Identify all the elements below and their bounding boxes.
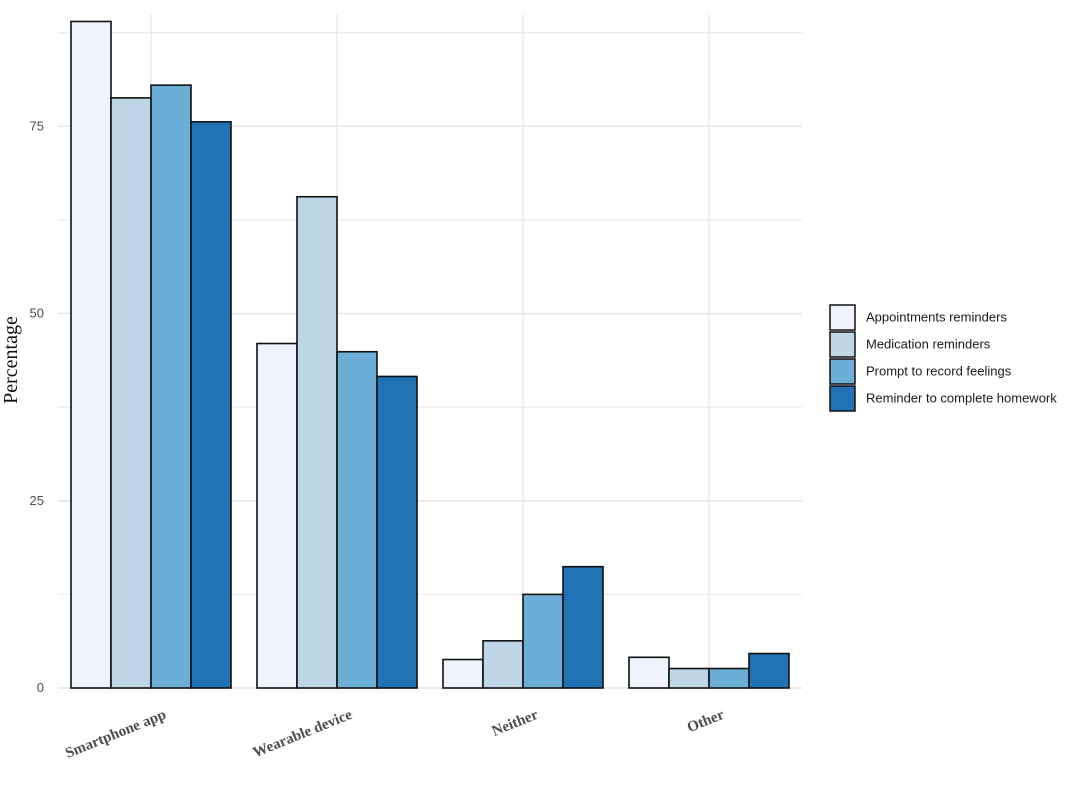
y-tick-label: 50 (30, 306, 44, 321)
bar (522, 593, 564, 689)
y-axis-ticks: 0 25 50 75 (30, 118, 44, 695)
y-tick-label: 0 (37, 680, 44, 695)
bar (256, 342, 298, 689)
y-tick-label: 75 (30, 118, 44, 133)
bar (748, 652, 790, 689)
legend-label: Reminder to complete homework (866, 391, 1057, 406)
bar (482, 640, 524, 689)
x-tick-label: Neither (490, 707, 541, 740)
bar (110, 97, 152, 689)
x-axis-ticks: Smartphone app Wearable device Neither Othe… (63, 707, 727, 762)
bar (668, 667, 710, 689)
bar (190, 121, 232, 689)
legend-label: Appointments reminders (866, 310, 1007, 325)
bar (442, 658, 484, 689)
bar (562, 565, 604, 689)
legend: Appointments reminders Medication reminde… (829, 304, 1057, 412)
x-tick-label: Other (685, 707, 727, 736)
bar (70, 20, 112, 689)
bar (376, 375, 418, 689)
legend-swatch (829, 385, 856, 412)
legend-label: Medication reminders (866, 337, 991, 352)
legend-swatch (829, 358, 856, 385)
bar (336, 350, 378, 689)
bars (70, 20, 790, 689)
legend-swatch (829, 304, 856, 331)
bar (296, 195, 338, 689)
x-tick-label: Wearable device (251, 707, 355, 761)
legend-label: Prompt to record feelings (866, 364, 1012, 379)
y-axis-title: Percentage (0, 316, 22, 404)
x-tick-label: Smartphone app (63, 707, 168, 762)
bar (628, 656, 670, 689)
bar (150, 84, 192, 689)
y-tick-label: 25 (30, 493, 44, 508)
bar (708, 667, 750, 689)
legend-swatch (829, 331, 856, 358)
